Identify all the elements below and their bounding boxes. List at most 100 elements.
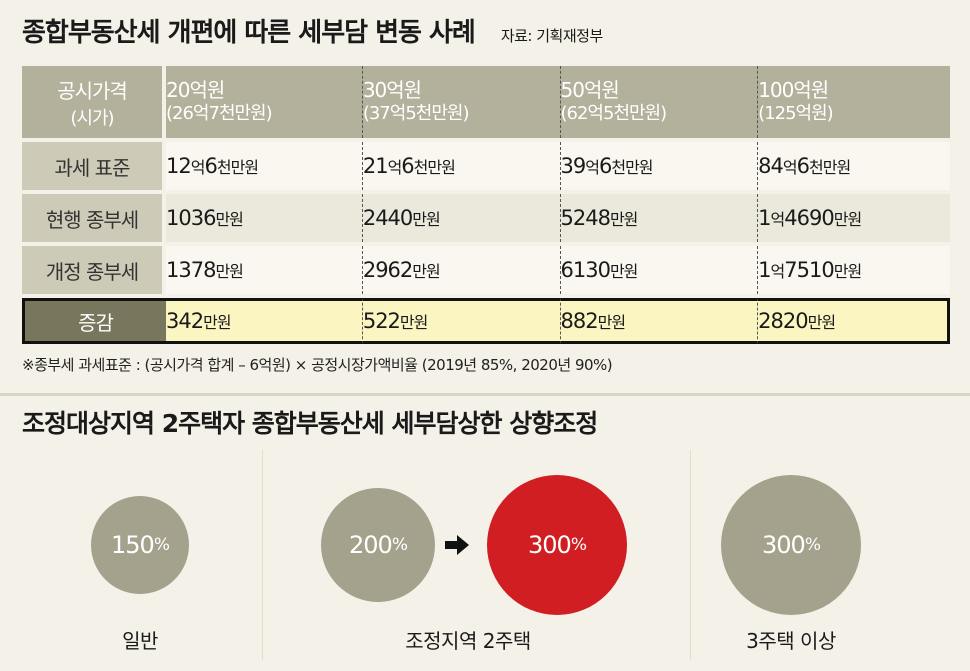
cell-unit: 만원	[215, 262, 243, 281]
cell-unit: 천만원	[216, 158, 259, 177]
bubble-value: 300	[528, 531, 572, 559]
bubble-150: 150%	[90, 495, 190, 595]
cell-part: 억	[190, 158, 206, 177]
cell-part: 1378	[166, 258, 216, 282]
table-cell: 1378만원	[166, 246, 362, 294]
table-cell: 1억4690만원	[757, 194, 950, 242]
tax-table: 공시가격 (시가) 20억원 (26억7천만원) 30억원 (37억5천만원) …	[22, 62, 950, 348]
title-row: 종합부동산세 개편에 따른 세부담 변동 사례 자료: 기획재정부	[22, 12, 603, 52]
cell-unit: 천만원	[809, 158, 851, 177]
panel-divider	[262, 450, 263, 660]
bubble-unit: %	[153, 534, 170, 555]
section-divider	[0, 393, 970, 396]
bubble-unit: %	[391, 534, 408, 555]
cell-unit: 만원	[833, 210, 862, 229]
cell-unit: 천만원	[413, 158, 456, 177]
panel-divider	[690, 450, 691, 660]
cell-unit: 만원	[412, 210, 440, 229]
table-cell: 12억6천만원	[166, 142, 362, 190]
bubble-value: 300	[762, 531, 806, 559]
table-cell: 2820만원	[757, 298, 950, 344]
bubble-unit: %	[804, 535, 821, 555]
cell-part: 6	[598, 154, 612, 178]
highlight-bubble-300: 300%	[487, 475, 627, 615]
cell-part: 억	[782, 158, 798, 177]
cell-part: 522	[362, 309, 401, 333]
cell-unit: 천만원	[611, 158, 653, 177]
cell-part: 21	[362, 154, 389, 178]
column-header-50: 50억원 (62억5천만원)	[559, 66, 758, 138]
cell-unit: 만원	[609, 262, 638, 281]
cell-part: 6	[796, 154, 810, 178]
table-row-change: 증감 342만원 522만원 882만원 2820만원	[22, 298, 950, 344]
table-row-tax-base: 과세 표준 12억6천만원 21억6천만원 39억6천만원 84억6천만원	[22, 142, 950, 190]
source-note: 자료: 기획재정부	[500, 27, 603, 45]
cell-part: 1	[758, 206, 771, 230]
row-label: 현행 종부세	[22, 194, 166, 242]
table-cell: 39억6천만원	[559, 142, 758, 190]
section-title: 조정대상지역 2주택자 종합부동산세 세부담상한 상향조정	[22, 409, 598, 438]
cell-unit: 만원	[399, 313, 428, 332]
corner-line2: (시가)	[70, 107, 114, 129]
cell-part: 4690	[784, 206, 834, 230]
cell-part: 6	[401, 154, 414, 178]
page-title: 종합부동산세 개편에 따른 세부담 변동 사례	[22, 18, 476, 48]
column-header-30: 30억원 (37억5천만원)	[361, 66, 560, 138]
column-market: (62억5천만원)	[560, 103, 668, 124]
column-market: (26억7천만원)	[166, 103, 273, 124]
cell-part: 6	[204, 154, 217, 178]
column-price: 30억원	[362, 78, 422, 102]
group-label: 3주택 이상	[746, 629, 836, 653]
cell-part: 84	[758, 154, 784, 178]
cell-part: 억	[770, 210, 786, 229]
table-cell: 84억6천만원	[757, 142, 950, 190]
table-cell: 522만원	[361, 298, 560, 344]
cell-part: 억	[585, 158, 600, 177]
cell-part: 5248	[560, 206, 611, 230]
cell-part: 2820	[758, 309, 808, 333]
group-label: 조정지역 2주택	[405, 629, 531, 653]
cell-unit: 만원	[807, 313, 836, 332]
cell-part: 억	[770, 262, 786, 281]
column-market: (125억원)	[758, 103, 834, 124]
table-cell: 2440만원	[361, 194, 560, 242]
cell-unit: 만원	[609, 210, 638, 229]
row-label: 증감	[22, 298, 166, 344]
row-label: 개정 종부세	[22, 246, 166, 294]
row-label: 과세 표준	[22, 142, 166, 190]
cell-part: 12	[166, 154, 192, 178]
column-market: (37억5천만원)	[362, 103, 470, 124]
table-row-current-tax: 현행 종부세 1036만원 2440만원 5248만원 1억4690만원	[22, 194, 950, 242]
table-cell: 5248만원	[559, 194, 758, 242]
group-label: 일반	[122, 629, 158, 653]
table-cell: 342만원	[166, 298, 362, 344]
cell-unit: 만원	[215, 210, 243, 229]
table-cell: 6130만원	[559, 246, 758, 294]
table-cell: 882만원	[559, 298, 758, 344]
cell-part: 억	[387, 158, 403, 177]
table-cell: 2962만원	[361, 246, 560, 294]
cell-part: 6130	[560, 258, 611, 282]
arrow-right-icon	[445, 535, 469, 555]
column-price: 100억원	[758, 78, 829, 102]
cell-part: 2962	[362, 258, 413, 282]
corner-line1: 공시가격	[57, 78, 128, 103]
table-cell: 21억6천만원	[361, 142, 560, 190]
column-price: 20억원	[166, 78, 225, 102]
table-cell: 1억7510만원	[757, 246, 950, 294]
cell-part: 2440	[362, 206, 413, 230]
column-price: 50억원	[560, 78, 620, 102]
cell-unit: 만원	[412, 262, 440, 281]
cell-part: 882	[560, 309, 599, 333]
cell-unit: 만원	[597, 313, 626, 332]
bubble-300: 300%	[721, 475, 861, 615]
bubble-chart: 150% 일반 200% 300% 조정지역 2주택 300% 3주택 이상	[0, 450, 970, 671]
cell-unit: 만원	[833, 262, 862, 281]
column-header-20: 20억원 (26억7천만원)	[166, 66, 362, 138]
bubble-200: 200%	[320, 487, 436, 603]
cell-part: 1036	[166, 206, 216, 230]
table-row-revised-tax: 개정 종부세 1378만원 2962만원 6130만원 1억7510만원	[22, 246, 950, 294]
table-header-row: 공시가격 (시가) 20억원 (26억7천만원) 30억원 (37억5천만원) …	[22, 66, 950, 138]
cell-part: 7510	[784, 258, 834, 282]
cell-part: 39	[560, 154, 587, 178]
